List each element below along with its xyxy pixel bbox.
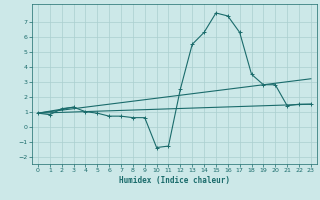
X-axis label: Humidex (Indice chaleur): Humidex (Indice chaleur) (119, 176, 230, 185)
